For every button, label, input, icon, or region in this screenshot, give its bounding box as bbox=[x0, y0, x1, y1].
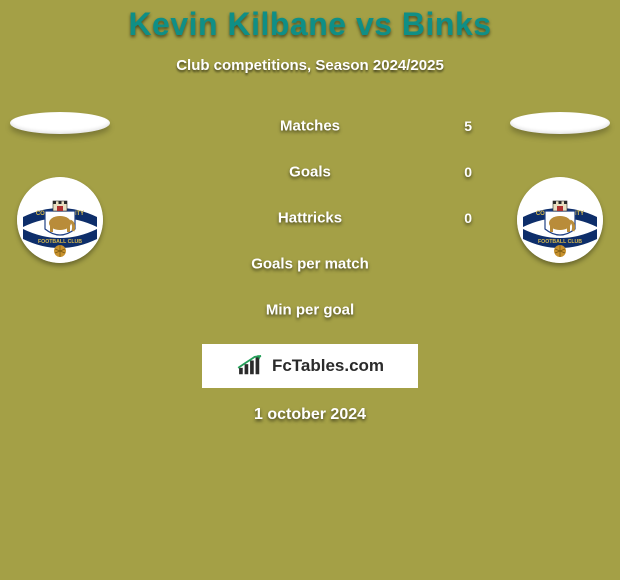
stat-row: Goals per match bbox=[140, 250, 480, 278]
chart-icon bbox=[236, 355, 266, 377]
stat-row: Min per goal bbox=[140, 296, 480, 324]
page-title: Kevin Kilbane vs Binks bbox=[0, 6, 620, 43]
content-area: COVENTRY CITY FOOTBALL CLUB COVENTRY CIT… bbox=[0, 112, 620, 424]
club-crest-right: COVENTRY CITY FOOTBALL CLUB bbox=[517, 177, 603, 263]
stat-value-right: 5 bbox=[464, 118, 472, 134]
player-right-column: COVENTRY CITY FOOTBALL CLUB bbox=[510, 112, 610, 263]
stat-bar-right bbox=[310, 158, 480, 186]
player-left-column: COVENTRY CITY FOOTBALL CLUB bbox=[10, 112, 110, 263]
stat-bar-left bbox=[140, 158, 310, 186]
watermark-text: FcTables.com bbox=[272, 356, 384, 376]
svg-text:FOOTBALL CLUB: FOOTBALL CLUB bbox=[38, 239, 82, 245]
stat-value-right: 0 bbox=[464, 210, 472, 226]
stat-row: Goals 0 bbox=[140, 158, 480, 186]
stat-value-right: 0 bbox=[464, 164, 472, 180]
stat-bars: Matches 5 Goals 0 Hattricks 0 Goals per match M… bbox=[140, 112, 480, 324]
stat-label: Goals bbox=[289, 164, 331, 181]
svg-text:FOOTBALL CLUB: FOOTBALL CLUB bbox=[538, 239, 582, 245]
date-label: 1 october 2024 bbox=[0, 406, 620, 424]
stat-label: Goals per match bbox=[251, 256, 369, 273]
player-left-avatar bbox=[10, 112, 110, 134]
crest-icon: COVENTRY CITY FOOTBALL CLUB bbox=[517, 177, 603, 263]
stat-label: Matches bbox=[280, 118, 340, 135]
watermark: FcTables.com bbox=[202, 344, 418, 388]
crest-icon: COVENTRY CITY FOOTBALL CLUB bbox=[17, 177, 103, 263]
stat-label: Min per goal bbox=[266, 302, 354, 319]
stat-row: Hattricks 0 bbox=[140, 204, 480, 232]
subtitle: Club competitions, Season 2024/2025 bbox=[0, 57, 620, 74]
stat-label: Hattricks bbox=[278, 210, 342, 227]
club-crest-left: COVENTRY CITY FOOTBALL CLUB bbox=[17, 177, 103, 263]
stat-row: Matches 5 bbox=[140, 112, 480, 140]
player-right-avatar bbox=[510, 112, 610, 134]
comparison-card: Kevin Kilbane vs Binks Club competitions… bbox=[0, 0, 620, 580]
